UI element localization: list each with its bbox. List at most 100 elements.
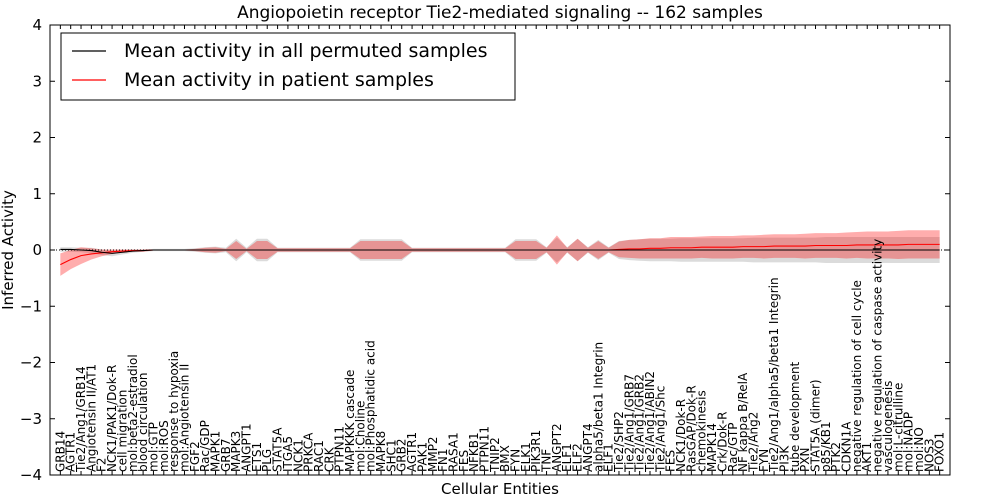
x-tick-label: PRKCA	[302, 432, 316, 472]
y-axis-ticks: −4 −3 −2 −1 0 1 2 3 4	[20, 16, 950, 484]
x-tick-label: MAPKKK cascade	[343, 370, 357, 472]
x-tick-label: Tie2/Ang2	[746, 412, 760, 473]
x-tick-label: FYN	[757, 449, 771, 472]
x-tick-label: tube development	[788, 361, 802, 472]
y-tick-label: 0	[32, 241, 42, 259]
x-tick-label: FYN	[509, 449, 523, 472]
y-tick-label: 1	[32, 185, 42, 203]
x-tick-label: mol:Choline	[353, 401, 367, 472]
x-tick-label: ANGPT1	[240, 423, 254, 472]
x-tick-label: Tie2/Ang1/alpha5/beta1 Integrin	[767, 277, 781, 473]
permuted-mean-line	[60, 248, 940, 254]
y-tick-label: 3	[32, 72, 42, 90]
x-tick-label: STAT5A (dimer)	[809, 379, 823, 472]
y-tick-label: −1	[20, 297, 42, 315]
plot-frame	[49, 24, 951, 476]
x-tick-label: NCK1	[291, 439, 305, 472]
x-tick-label: PXN	[798, 448, 812, 472]
x-tick-label: Tie2/Ang1/Shc	[653, 386, 667, 473]
x-tick-label: Crk/Dok-R	[715, 411, 729, 472]
legend-label: Mean activity in patient samples	[124, 69, 434, 91]
x-tick-label: blood circulation	[136, 372, 150, 472]
x-tick-label: AKT1	[860, 442, 874, 472]
y-tick-label: −4	[20, 466, 42, 484]
x-tick-label: mol:Angiotensin II	[177, 364, 191, 472]
x-tick-label: PAK1	[415, 442, 429, 472]
x-tick-label: vasculogenesis	[881, 381, 895, 472]
x-axis-label: Cellular Entities	[441, 480, 559, 498]
x-tick-label: Tie2/Ang1/GRB14	[74, 366, 88, 473]
x-tick-label: FES	[457, 450, 471, 472]
x-tick-label: cell migration	[115, 390, 129, 472]
x-tick-label: mol:ROS	[157, 420, 171, 472]
x-tick-label: mol:Phosphatidic acid	[364, 340, 378, 472]
x-tick-label: NCK1/Dok-R	[674, 399, 688, 472]
x-tick-label: mol:GTP	[146, 422, 160, 472]
x-tick-label: MAPK1	[209, 431, 223, 472]
x-tick-label: chemokinesis	[695, 390, 709, 472]
x-tick-label: PIK3R1	[529, 430, 543, 472]
x-tick-label: F2	[95, 457, 109, 472]
x-tick-label: ITGA5	[281, 436, 295, 472]
x-tick-label: response to hypoxia	[167, 351, 181, 472]
x-tick-label: Tie2/Ang1/GRB7	[622, 374, 636, 473]
legend-label: Mean activity in all permuted samples	[124, 40, 487, 62]
x-tick-label: STAT5A	[271, 427, 285, 472]
x-tick-label: PTPN11	[477, 426, 491, 472]
x-tick-label: PI3K	[777, 445, 791, 472]
patient-band	[60, 230, 940, 276]
x-tick-label: CDKN1A	[840, 421, 854, 472]
x-tick-label: PTK2	[829, 442, 843, 472]
x-tick-label: Angiotensin II/AT1	[84, 364, 98, 472]
x-tick-label: NF kappa B/RelA	[736, 372, 750, 472]
confidence-bands	[60, 230, 940, 276]
y-tick-label: −3	[20, 410, 42, 428]
x-tick-label: FGF2	[188, 441, 202, 472]
y-axis-label: Inferred Activity	[0, 190, 17, 310]
x-tick-label: GRB7	[219, 438, 233, 472]
x-tick-label: TNF	[540, 449, 554, 473]
x-tick-label: AGTR1	[64, 432, 78, 472]
chart-title: Angiopoietin receptor Tie2-mediated sign…	[237, 3, 763, 23]
x-tick-label: AGTR1	[405, 432, 419, 472]
y-tick-label: −2	[20, 354, 42, 372]
x-tick-label: ELF2	[571, 443, 585, 472]
x-tick-label: Rac/GTP	[726, 422, 740, 472]
x-tick-label: Tie2/Ang1/ABIN2	[643, 371, 657, 473]
x-tick-label: mol:NADP	[902, 412, 916, 472]
x-tick-label: MMP2	[426, 436, 440, 472]
x-tick-label: TNIP2	[488, 437, 502, 473]
x-tick-label: ANGPT4	[581, 423, 595, 472]
x-tick-label: NFKB1	[467, 432, 481, 472]
x-tick-label: negative regulation of cell cycle	[850, 280, 864, 472]
x-tick-label: ELF1	[602, 443, 616, 472]
legend-box	[60, 32, 516, 101]
x-tick-label: GRB2	[395, 438, 409, 472]
x-tick-label: ELF1	[560, 443, 574, 472]
x-tick-label: FES	[664, 450, 678, 472]
x-tick-label: SHC1	[384, 439, 398, 472]
x-tick-label: ANGPT2	[550, 423, 564, 472]
x-tick-label: Tie2/Ang1/GRB2	[633, 374, 647, 473]
x-tick-label: mol:NO	[912, 427, 926, 472]
x-tick-label: MAPK8	[374, 431, 388, 472]
x-tick-label: mol:beta2-estradiol	[126, 354, 140, 472]
x-tick-label: NOS3	[922, 438, 936, 472]
x-tick-label: NCK1/PAK1/Dok-R	[105, 365, 119, 472]
x-tick-label: BMX	[498, 445, 512, 472]
x-tick-label: negative regulation of caspase activity	[871, 239, 885, 472]
x-tick-label: FN1	[436, 448, 450, 472]
x-tick-label: alpha5/beta1 Integrin	[591, 342, 605, 472]
x-tick-label: CRK	[322, 446, 336, 472]
x-tick-label: Tie2/SHP2	[612, 411, 626, 473]
y-tick-label: 4	[32, 16, 42, 34]
x-tick-label: GRB14	[53, 431, 67, 472]
y-tick-label: 2	[32, 129, 42, 147]
x-tick-label: mol:L-citrulline	[891, 383, 905, 472]
x-tick-label: RASA1	[446, 432, 460, 472]
x-tick-label: ELK1	[519, 442, 533, 472]
legend: Mean activity in all permuted samples Mea…	[60, 32, 516, 101]
series-lines	[50, 243, 950, 266]
x-tick-label: PTPN11	[333, 426, 347, 472]
